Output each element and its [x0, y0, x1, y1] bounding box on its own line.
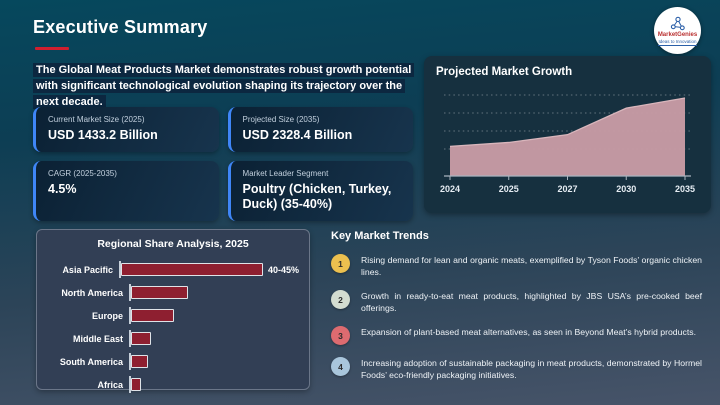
region-bar: [131, 355, 148, 368]
region-bar: [131, 309, 175, 322]
region-bar-track: [129, 307, 299, 324]
stat-card-projected-size: Projected Size (2035) USD 2328.4 Billion: [227, 107, 413, 152]
trends-title: Key Market Trends: [331, 230, 429, 242]
region-label: North America: [61, 287, 123, 298]
stat-card-value: USD 2328.4 Billion: [242, 128, 353, 142]
region-label: South America: [59, 356, 123, 367]
trend-item: 3 Expansion of plant-based meat alternat…: [331, 326, 702, 345]
growth-chart-title: Projected Market Growth: [436, 66, 573, 78]
trend-text: Expansion of plant-based meat alternativ…: [361, 327, 696, 337]
stat-cards-grid: Current Market Size (2025) USD 1433.2 Bi…: [33, 107, 413, 221]
trend-text: Increasing adoption of sustainable packa…: [361, 358, 702, 380]
svg-text:2030: 2030: [616, 184, 636, 194]
intro-text: The Global Meat Products Market demonstr…: [33, 62, 427, 110]
trend-number-badge: 4: [331, 357, 350, 376]
trend-text: Rising demand for lean and organic meats…: [361, 255, 702, 277]
trend-text: Growth in ready-to-eat meat products, hi…: [361, 291, 702, 313]
logo: MarketGenies Ideas to Innovation: [654, 7, 701, 54]
trend-item: 4 Increasing adoption of sustainable pac…: [331, 357, 702, 381]
projected-growth-chart: 2024 2025 2027 2030 2035: [440, 94, 695, 194]
key-market-trends: Key Market Trends 1 Rising demand for le…: [331, 230, 702, 393]
region-label: Africa: [97, 379, 123, 390]
svg-text:2027: 2027: [557, 184, 577, 194]
stat-card-current-size: Current Market Size (2025) USD 1433.2 Bi…: [33, 107, 219, 152]
trend-number-badge: 3: [331, 326, 350, 345]
stat-card-value: Poultry (Chicken, Turkey, Duck) (35-40%): [242, 182, 392, 211]
region-row: Europe: [47, 307, 299, 324]
region-bar: [131, 378, 142, 391]
trend-item: 2 Growth in ready-to-eat meat products, …: [331, 290, 702, 314]
title-underline: [35, 47, 69, 50]
region-bar-track: [129, 330, 299, 347]
svg-text:2035: 2035: [675, 184, 695, 194]
molecule-network-icon: [670, 16, 685, 30]
projected-growth-panel: Projected Market Growth 2024 2025 2027 2030…: [424, 56, 711, 213]
region-bar: [120, 263, 263, 276]
region-bar-track: [129, 376, 299, 393]
stat-card-value: 4.5%: [48, 182, 77, 196]
region-row: South America: [47, 353, 299, 370]
svg-text:2024: 2024: [440, 184, 460, 194]
region-bar: [131, 286, 188, 299]
stat-card-value: USD 1433.2 Billion: [48, 128, 158, 142]
trend-number-badge: 1: [331, 254, 350, 273]
region-chart-title: Regional Share Analysis, 2025: [97, 238, 249, 250]
logo-tagline: Ideas to Innovation: [658, 38, 697, 46]
regional-share-panel: Regional Share Analysis, 2025 Asia Pacif…: [36, 229, 310, 393]
logo-name: MarketGenies: [657, 31, 698, 38]
region-row: Asia Pacific 40-45%: [47, 261, 299, 278]
stat-card-label: Market Leader Segment: [242, 169, 329, 178]
trend-item: 1 Rising demand for lean and organic mea…: [331, 254, 702, 278]
region-row: North America: [47, 284, 299, 301]
region-bar-track: [129, 353, 299, 370]
region-annotation: 40-45%: [267, 264, 299, 275]
stat-card-label: CAGR (2025-2035): [48, 169, 117, 178]
region-label: Asia Pacific: [62, 264, 113, 275]
region-row: Africa: [47, 376, 299, 393]
region-label: Middle East: [72, 333, 123, 344]
region-row: Middle East: [47, 330, 299, 347]
region-bar-track: [129, 284, 299, 301]
region-bar-track: 40-45%: [118, 261, 299, 278]
page-title: Executive Summary: [33, 17, 208, 37]
stat-card-label: Current Market Size (2025): [48, 115, 145, 124]
region-label: Europe: [91, 310, 123, 321]
stat-card-label: Projected Size (2035): [242, 115, 320, 124]
stat-card-leader-segment: Market Leader Segment Poultry (Chicken, …: [227, 161, 413, 221]
svg-text:2025: 2025: [499, 184, 519, 194]
region-bar: [131, 332, 152, 345]
trend-number-badge: 2: [331, 290, 350, 309]
stat-card-cagr: CAGR (2025-2035) 4.5%: [33, 161, 219, 221]
